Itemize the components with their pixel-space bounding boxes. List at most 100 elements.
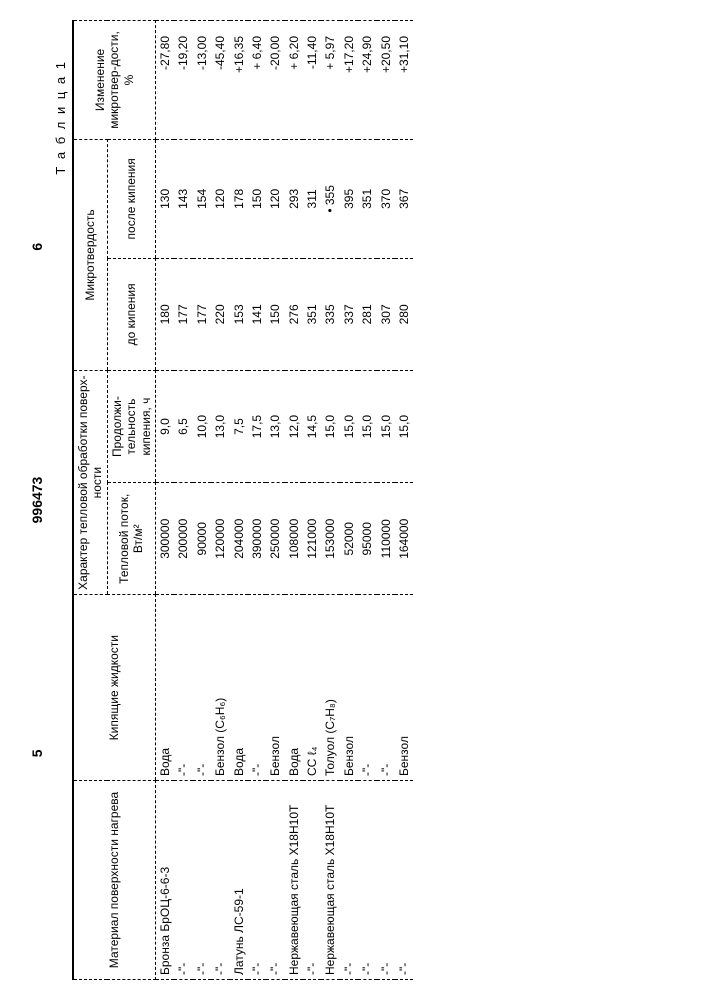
cell-after-boiling: 311: [303, 139, 321, 258]
cell-material: Нержавеющая сталь Х18Н10Т: [321, 781, 339, 980]
cell-liquid: Бензол: [395, 595, 413, 781]
table-row: Бронза БрОЦ-6-6-3 Вода 300000 9,0 180 13…: [155, 21, 174, 980]
cell-liquid: -"-: [358, 595, 376, 781]
table-body: Бронза БрОЦ-6-6-3 Вода 300000 9,0 180 13…: [155, 21, 413, 980]
header-duration: Продолжи-тельность кипения, ч: [107, 370, 155, 482]
cell-after-boiling: 293: [284, 139, 302, 258]
header-material: Материал поверхности нагрева: [73, 781, 155, 980]
cell-heat-flow: 200000: [174, 483, 192, 595]
cell-before-boiling: 153: [229, 258, 247, 370]
cell-heat-flow: 108000: [284, 483, 302, 595]
cell-duration: 13,0: [266, 370, 284, 482]
cell-duration: 7,5: [229, 370, 247, 482]
header-change: Изменение микротвер-дости, %: [73, 21, 155, 140]
cell-material: -"-: [339, 781, 357, 980]
cell-material: -"-: [376, 781, 394, 980]
cell-change: -27,80: [155, 21, 174, 140]
cell-after-boiling: 154: [192, 139, 210, 258]
header-before-boiling: до кипения: [107, 258, 155, 370]
table-row: -"- Бензол 250000 13,0 150 120 -20,00: [266, 21, 284, 980]
cell-before-boiling: 180: [155, 258, 174, 370]
page-number-left: 5: [29, 627, 45, 880]
cell-change: +17,20: [339, 21, 357, 140]
cell-after-boiling: 395: [339, 139, 357, 258]
cell-before-boiling: 280: [395, 258, 413, 370]
cell-heat-flow: 390000: [247, 483, 265, 595]
cell-liquid: Вода: [284, 595, 302, 781]
table-row: -"- Бензол (С₆Н₆) 120000 13,0 220 120 -4…: [211, 21, 229, 980]
table-row: -"- -"- 390000 17,5 141 150 + 6,40: [247, 21, 265, 980]
cell-liquid: Толуол (С₇Н₈): [321, 595, 339, 781]
header-heat-flow: Тепловой поток, Вт/м²: [107, 483, 155, 595]
table-row: -"- -"- 90000 10,0 177 154 -13,00: [192, 21, 210, 980]
cell-after-boiling: 370: [376, 139, 394, 258]
cell-liquid: Бензол: [266, 595, 284, 781]
cell-liquid: -"-: [247, 595, 265, 781]
cell-heat-flow: 110000: [376, 483, 394, 595]
cell-heat-flow: 52000: [339, 483, 357, 595]
cell-change: -13,00: [192, 21, 210, 140]
cell-before-boiling: 351: [303, 258, 321, 370]
cell-before-boiling: 276: [284, 258, 302, 370]
cell-material: -"-: [303, 781, 321, 980]
cell-duration: 15,0: [358, 370, 376, 482]
cell-after-boiling: 120: [211, 139, 229, 258]
cell-material: -"-: [211, 781, 229, 980]
cell-after-boiling: 120: [266, 139, 284, 258]
cell-change: + 6,20: [284, 21, 302, 140]
cell-liquid: -"-: [376, 595, 394, 781]
cell-heat-flow: 90000: [192, 483, 210, 595]
cell-heat-flow: 164000: [395, 483, 413, 595]
data-table: Материал поверхности нагрева Кипящие жид…: [72, 20, 413, 980]
header-microhardness: Микротвердость: [73, 139, 107, 370]
cell-liquid: Бензол: [339, 595, 357, 781]
cell-liquid: Вода: [229, 595, 247, 781]
cell-change: + 5,97: [321, 21, 339, 140]
cell-before-boiling: 307: [376, 258, 394, 370]
cell-material: -"-: [247, 781, 265, 980]
cell-duration: 12,0: [284, 370, 302, 482]
cell-liquid: -"-: [174, 595, 192, 781]
cell-material: -"-: [174, 781, 192, 980]
cell-duration: 14,5: [303, 370, 321, 482]
cell-duration: 10,0: [192, 370, 210, 482]
cell-material: Бронза БрОЦ-6-6-3: [155, 781, 174, 980]
cell-heat-flow: 120000: [211, 483, 229, 595]
table-row: -"- Бензол 52000 15,0 337 395 +17,20: [339, 21, 357, 980]
cell-duration: 6,5: [174, 370, 192, 482]
cell-heat-flow: 204000: [229, 483, 247, 595]
cell-after-boiling: 351: [358, 139, 376, 258]
cell-before-boiling: 337: [339, 258, 357, 370]
table-row: -"- -"- 200000 6,5 177 143 -19,20: [174, 21, 192, 980]
cell-material: Нержавеющая сталь Х18Н10Т: [284, 781, 302, 980]
cell-duration: 15,0: [376, 370, 394, 482]
cell-after-boiling: 130: [155, 139, 174, 258]
cell-change: +16,35: [229, 21, 247, 140]
cell-change: +20,50: [376, 21, 394, 140]
table-row: -"- -"- 110000 15,0 307 370 +20,50: [376, 21, 394, 980]
cell-liquid: -"-: [192, 595, 210, 781]
cell-before-boiling: 281: [358, 258, 376, 370]
cell-heat-flow: 95000: [358, 483, 376, 595]
cell-after-boiling: 367: [395, 139, 413, 258]
table-row: -"- -"- 95000 15,0 281 351 +24,90: [358, 21, 376, 980]
cell-change: -20,00: [266, 21, 284, 140]
page-number-right: 6: [29, 120, 45, 373]
cell-material: -"-: [358, 781, 376, 980]
cell-duration: 15,0: [339, 370, 357, 482]
cell-change: +31,10: [395, 21, 413, 140]
cell-before-boiling: 141: [247, 258, 265, 370]
cell-liquid: Бензол (С₆Н₆): [211, 595, 229, 781]
cell-before-boiling: 150: [266, 258, 284, 370]
cell-after-boiling: 178: [229, 139, 247, 258]
cell-liquid: Вода: [155, 595, 174, 781]
table-row: -"- Бензол 164000 15,0 280 367 +31,10: [395, 21, 413, 980]
cell-heat-flow: 153000: [321, 483, 339, 595]
cell-heat-flow: 250000: [266, 483, 284, 595]
cell-heat-flow: 121000: [303, 483, 321, 595]
cell-before-boiling: 177: [192, 258, 210, 370]
document-number: 996473: [29, 373, 45, 626]
cell-change: -11,40: [303, 21, 321, 140]
cell-duration: 13,0: [211, 370, 229, 482]
cell-duration: 15,0: [321, 370, 339, 482]
